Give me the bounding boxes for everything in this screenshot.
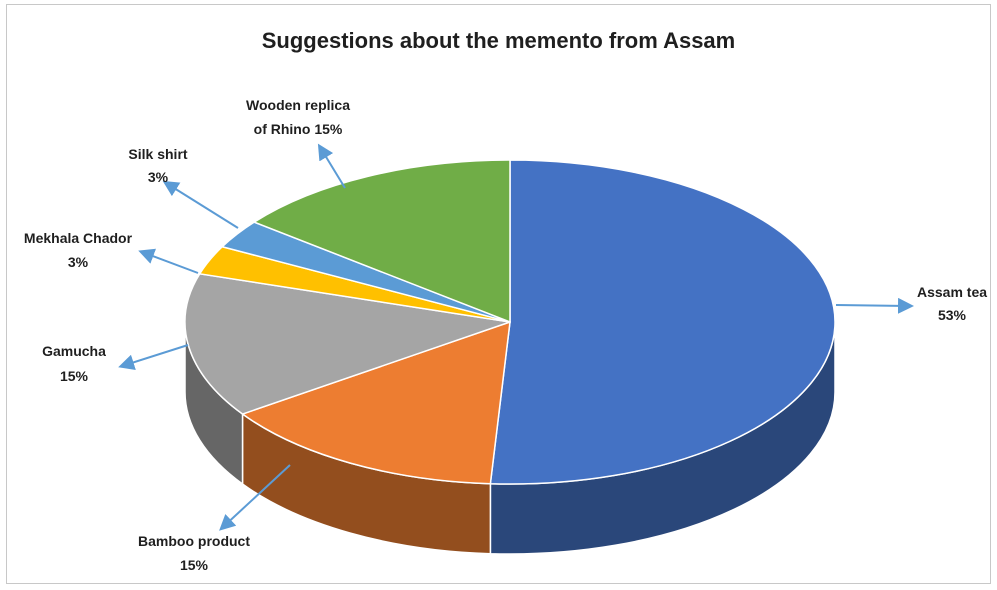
pie-slice-assam-tea — [489, 159, 836, 485]
label-assam-tea-name: Assam tea — [917, 284, 987, 300]
pie-slice-wooden-replica-of-rhino — [252, 159, 511, 324]
leader-bamboo — [219, 464, 291, 531]
pie-slice-gamucha — [184, 272, 511, 415]
pie-slices — [184, 159, 836, 485]
leader-gamucha — [118, 344, 189, 370]
label-assam-tea-pct: 53% — [938, 307, 967, 323]
pie-slice-bamboo-product — [240, 320, 511, 485]
label-rhino-pct: 15% — [314, 121, 343, 137]
label-rhino-line2: of Rhino 15% — [254, 121, 343, 137]
label-silk-name: Silk shirt — [128, 146, 187, 162]
label-silk-pct: 3% — [148, 169, 169, 185]
label-leaders — [118, 143, 914, 531]
leader-assam-tea — [835, 297, 914, 314]
label-gamucha-pct: 15% — [60, 368, 89, 384]
chart-title: Suggestions about the memento from Assam — [261, 28, 736, 53]
label-bamboo-name: Bamboo product — [138, 533, 250, 549]
label-mekhala-pct: 3% — [68, 254, 89, 270]
label-rhino-line1: Wooden replica — [246, 97, 350, 113]
label-gamucha-name: Gamucha — [42, 343, 106, 359]
label-bamboo-pct: 15% — [180, 557, 209, 573]
leader-mekhala — [138, 248, 199, 274]
leader-rhino — [317, 143, 346, 189]
leader-silk — [162, 180, 239, 229]
label-mekhala-name: Mekhala Chador — [24, 230, 133, 246]
